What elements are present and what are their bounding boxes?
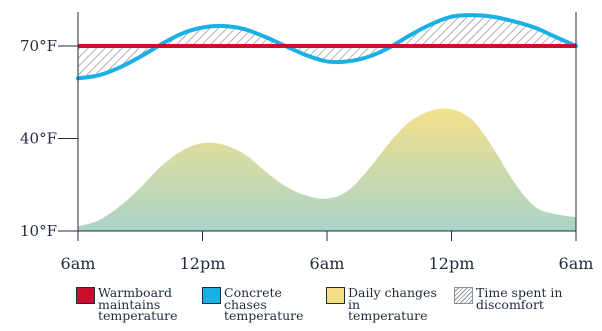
legend-label-concrete: Concrete chases temperature <box>224 287 304 323</box>
legend-swatch-daily <box>326 287 345 304</box>
x-tick-label: 6am <box>310 254 345 273</box>
axis-layer: 10°F 40°F 70°F 6am 12pm 6am 12pm 6am <box>20 12 593 273</box>
x-tick-label: 6am <box>61 254 96 273</box>
x-tick-label: 6am <box>559 254 594 273</box>
x-tick-label: 12pm <box>180 254 226 273</box>
y-tick-label: 70°F <box>20 37 57 55</box>
y-tick-label: 40°F <box>20 130 57 148</box>
y-tick-label: 10°F <box>20 222 57 240</box>
daily-temperature-area-layer <box>78 108 576 231</box>
legend: Warmboard maintains temperature Concrete… <box>76 287 602 331</box>
line-layer <box>76 13 578 81</box>
legend-swatch-discomfort <box>454 287 473 304</box>
x-tick-label: 12pm <box>429 254 475 273</box>
legend-swatch-concrete <box>202 287 221 304</box>
temperature-chart: 10°F 40°F 70°F 6am 12pm 6am 12pm 6am <box>20 12 593 273</box>
legend-swatch-warmboard <box>76 287 95 304</box>
legend-item-warmboard: Warmboard maintains temperature <box>76 287 178 323</box>
legend-label-daily: Daily changes in temperature <box>348 287 437 323</box>
legend-item-concrete: Concrete chases temperature <box>202 287 308 322</box>
daily-temperature-area <box>78 108 576 231</box>
legend-label-discomfort: Time spent in discomfort <box>476 287 563 312</box>
legend-item-daily: Daily changes in temperature <box>326 287 438 322</box>
legend-label-warmboard: Warmboard maintains temperature <box>98 287 178 323</box>
legend-item-discomfort: Time spent in discomfort <box>454 287 566 310</box>
